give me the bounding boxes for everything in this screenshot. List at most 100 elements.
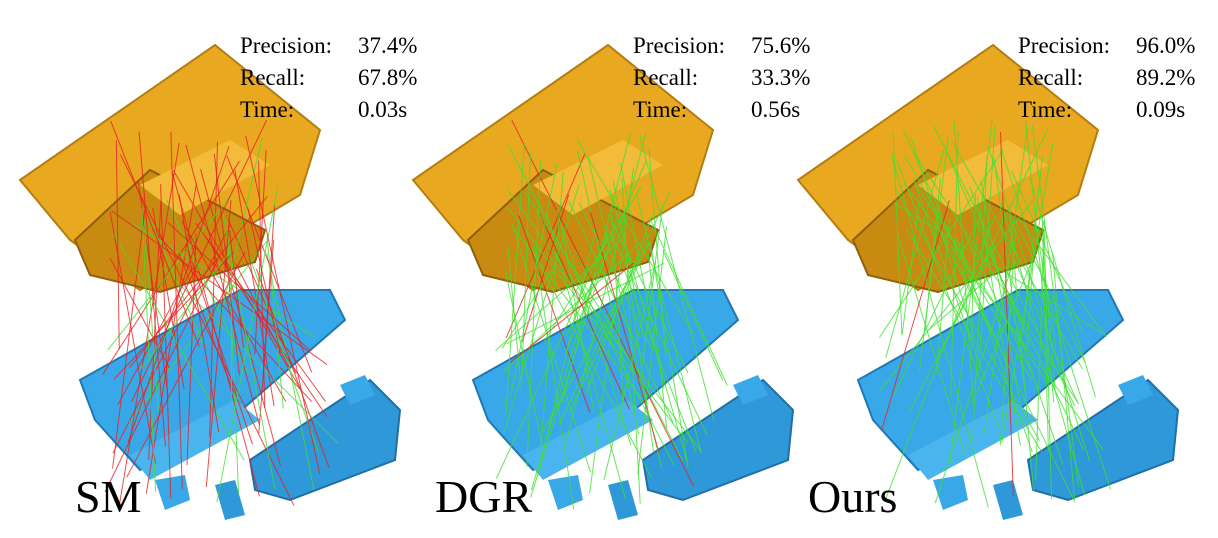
correspondence — [118, 142, 180, 510]
correspondence — [520, 151, 531, 391]
correspondence — [126, 251, 246, 478]
correspondence — [662, 250, 724, 381]
correspondence — [137, 180, 169, 396]
correspondence — [909, 250, 993, 412]
metric-label: Time: — [1018, 97, 1072, 122]
correspondence — [247, 208, 281, 354]
correspondence — [110, 120, 200, 347]
correspondence — [545, 211, 626, 500]
correspondence — [1035, 229, 1045, 481]
correspondence — [505, 143, 525, 416]
panel: Precision: 75.6% Recall: 33.3% Time: 0.56s DGR — [412, 33, 810, 522]
correspondence — [494, 238, 624, 351]
correspondence — [565, 132, 647, 441]
method-name: SM — [75, 471, 141, 522]
correspondence — [880, 200, 950, 431]
correspondence — [904, 154, 1033, 381]
correspondence — [901, 199, 920, 335]
correspondence — [245, 135, 321, 475]
correspondence — [511, 120, 695, 487]
correspondence — [958, 264, 1076, 503]
metric-value: 89.2% — [1136, 65, 1195, 90]
correspondence — [560, 224, 595, 414]
correspondence — [113, 234, 245, 461]
correspondence — [178, 194, 220, 433]
metric-label: Precision: — [1018, 33, 1110, 58]
correspondence — [543, 184, 643, 343]
correspondence — [162, 267, 339, 445]
correspondence — [258, 240, 275, 434]
correspondence — [934, 260, 1015, 504]
correspondence — [228, 229, 244, 349]
metric-value: 0.09s — [1136, 97, 1185, 122]
correspondence — [138, 131, 166, 447]
correspondence — [141, 208, 157, 492]
correspondence — [933, 126, 1076, 407]
correspondence — [972, 156, 988, 441]
method-name: Ours — [808, 471, 897, 522]
correspondence — [896, 160, 1000, 428]
correspondence — [495, 233, 610, 479]
correspondence — [893, 212, 983, 395]
metric-label: Recall: — [633, 65, 698, 90]
correspondence — [186, 233, 197, 466]
correspondence — [936, 128, 1049, 361]
correspondence — [926, 266, 1002, 332]
correspondence — [1000, 132, 1014, 497]
correspondence — [524, 191, 616, 333]
correspondence — [622, 266, 697, 453]
correspondence — [510, 262, 634, 364]
correspondence — [530, 246, 652, 478]
correspondence — [143, 221, 159, 413]
correspondence — [914, 154, 1080, 405]
correspondence — [200, 169, 281, 467]
metric-label: Recall: — [240, 65, 305, 90]
metric-value: 37.4% — [358, 33, 417, 58]
correspondence — [205, 200, 232, 488]
metric-label: Precision: — [240, 33, 332, 58]
correspondence — [637, 226, 668, 475]
correspondence — [504, 268, 543, 446]
correspondence — [503, 184, 580, 433]
correspondence — [131, 119, 268, 402]
correspondence — [115, 140, 120, 350]
method-name: DGR — [435, 471, 532, 522]
correspondence — [963, 231, 1035, 378]
correspondence — [641, 205, 664, 366]
correspondence — [145, 183, 197, 494]
correspondence — [160, 184, 172, 499]
correspondence — [501, 268, 553, 349]
correspondence — [1041, 214, 1049, 452]
correspondence — [620, 162, 665, 389]
correspondence — [566, 262, 603, 336]
correspondence — [568, 200, 674, 424]
panel: Precision: 37.4% Recall: 67.8% Time: 0.03s SM — [19, 33, 417, 522]
correspondence — [603, 261, 657, 480]
correspondence — [112, 204, 147, 469]
panel: Precision: 96.0% Recall: 89.2% Time: 0.09s Our… — [797, 33, 1195, 522]
correspondence — [167, 222, 311, 352]
correspondence — [608, 230, 708, 435]
correspondence — [141, 254, 229, 369]
metric-label: Time: — [633, 97, 687, 122]
correspondence — [518, 214, 591, 413]
correspondence — [980, 180, 1021, 404]
correspondence — [635, 193, 702, 454]
correspondence — [222, 214, 276, 490]
correspondence — [149, 218, 204, 344]
correspondence — [104, 258, 219, 493]
metric-label: Precision: — [633, 33, 725, 58]
correspondence — [648, 148, 667, 358]
metric-label: Recall: — [1018, 65, 1083, 90]
correspondence — [1022, 156, 1044, 337]
correspondence — [119, 154, 295, 506]
correspondence — [526, 160, 542, 467]
correspondence — [131, 222, 315, 338]
correspondence — [213, 153, 240, 376]
metric-value: 0.56s — [751, 97, 800, 122]
correspondence — [170, 131, 183, 489]
correspondence — [587, 156, 663, 470]
correspondence — [128, 195, 268, 369]
metric-value: 0.03s — [358, 97, 407, 122]
